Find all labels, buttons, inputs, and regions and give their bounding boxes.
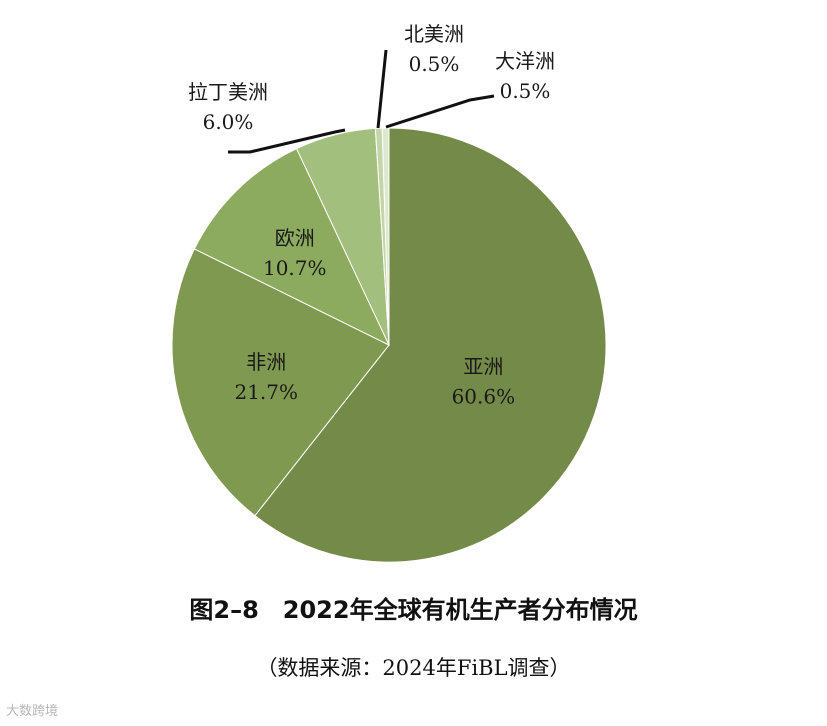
- leader-line-4: [376, 49, 388, 129]
- slice-name-label-0: 亚洲: [463, 355, 503, 379]
- chart-source: （数据来源：2024年FiBL调查）: [256, 656, 571, 680]
- slice-name-label-3: 拉丁美洲: [188, 80, 268, 104]
- pie-slices: [171, 127, 607, 563]
- slice-labels: 亚洲 60.6% 非洲 21.7% 欧洲 10.7% 拉丁美洲 6.0% 北美洲 0.5% 大洋洲 0…: [188, 22, 555, 409]
- slice-name-label-5: 大洋洲: [495, 49, 555, 73]
- slice-name-label-1: 非洲: [246, 350, 286, 374]
- pie-slice-2: [193, 147, 391, 347]
- leader-line-3: [228, 128, 346, 154]
- slice-value-label-0: 60.6%: [452, 385, 516, 409]
- pie-slice-5: [381, 127, 390, 346]
- slice-value-label-4: 0.5%: [409, 52, 460, 76]
- slice-value-label-1: 21.7%: [234, 380, 298, 404]
- watermark-logo: 大数跨境: [6, 704, 59, 719]
- slice-value-label-3: 6.0%: [203, 110, 254, 134]
- chart-title: 图2–8 2022年全球有机生产者分布情况: [189, 596, 638, 624]
- pie-slice-0: [254, 127, 607, 563]
- slice-name-label-2: 欧洲: [275, 226, 315, 250]
- leader-line-5: [385, 94, 495, 129]
- slice-name-label-4: 北美洲: [404, 22, 464, 46]
- slice-value-label-5: 0.5%: [500, 79, 551, 103]
- pie-chart: 亚洲 60.6% 非洲 21.7% 欧洲 10.7% 拉丁美洲 6.0% 北美洲 0.5% 大洋洲 0…: [171, 22, 607, 563]
- slice-value-label-2: 10.7%: [263, 256, 327, 280]
- leader-lines: [228, 49, 495, 154]
- pie-slice-1: [171, 248, 390, 517]
